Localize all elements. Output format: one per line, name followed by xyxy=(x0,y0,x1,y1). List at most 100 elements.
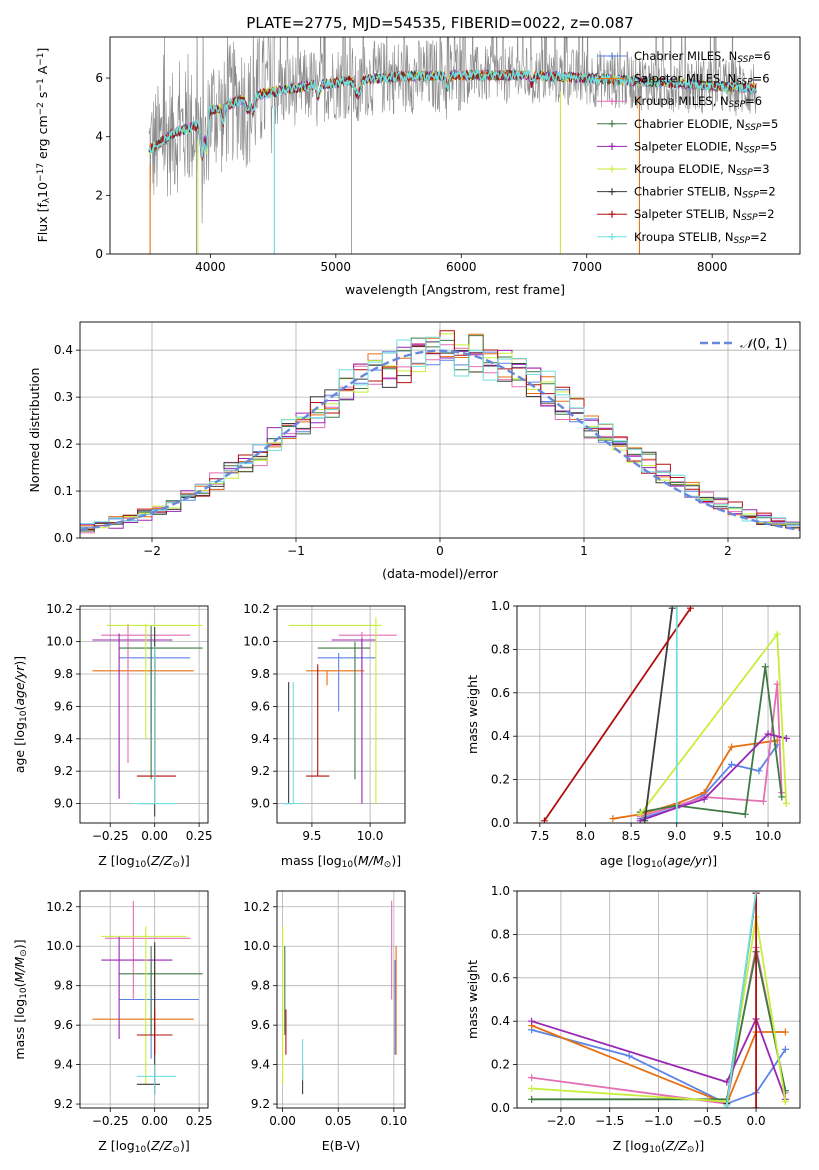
series-marker-chabrier_stelib xyxy=(668,606,676,612)
weight_vs_Z-xtick-label: −1.0 xyxy=(644,1114,673,1128)
spectrum-ytick-label: 6 xyxy=(95,71,103,85)
mass_vs_Z-ytick-label: 9.8 xyxy=(54,979,73,993)
residuals-ytick-label: 0.3 xyxy=(54,390,73,404)
age_vs_Z-ytick-label: 10.2 xyxy=(46,602,73,616)
series-marker-salpeter_elodie xyxy=(782,734,790,742)
age_vs_Z-ytick-label: 10.0 xyxy=(46,635,73,649)
residuals-ytick-label: 0.0 xyxy=(54,531,73,545)
age_vs_mass-frame xyxy=(276,605,406,824)
age_vs_mass-xtick-label: 9.5 xyxy=(302,829,321,843)
normal-curve xyxy=(80,349,800,531)
series-marker-kroupa_miles xyxy=(759,797,767,805)
weight_vs_age-xtick-label: 7.5 xyxy=(530,829,549,843)
series-marker-kroupa_stelib xyxy=(673,606,681,610)
legend-marker-chabrier_miles xyxy=(608,52,616,60)
age_vs_mass-ytick-label: 9.2 xyxy=(251,764,270,778)
series-marker-salpeter_stelib xyxy=(686,606,694,612)
weight_vs_Z-xtick-label: −0.5 xyxy=(693,1114,722,1128)
series-line-chabrier_stelib xyxy=(643,608,674,821)
weight_vs_Z-ytick-label: 1.0 xyxy=(491,884,510,898)
age_vs_Z-axes: −0.25 0.00 0.25 9.0 9.2 9.4 9.6 9.8 10.0 10.2 xyxy=(46,602,212,843)
weight_vs_age-ytick-label: 0.4 xyxy=(491,729,510,743)
legend-marker-kroupa_stelib xyxy=(608,233,616,241)
legend-marker-salpeter_stelib xyxy=(608,210,616,218)
series-marker-chabrier_miles xyxy=(781,1045,789,1053)
age_vs_Z-xtick-label: 0.00 xyxy=(141,829,168,843)
weight_vs_age-axes: 7.5 8.0 8.5 9.0 9.5 10.0 0.0 0.2 0.4 0.6 0.8 1.0 xyxy=(491,599,800,843)
age_vs_mass-ytick-label: 10.0 xyxy=(243,635,270,649)
series-marker-chabrier_elodie xyxy=(741,810,749,818)
weight_vs_age-series xyxy=(540,606,790,823)
mass_vs_Z-points xyxy=(92,900,203,1095)
residuals-xtick-label: 0 xyxy=(436,544,444,558)
spectrum-ylabel: Flux [fλ10−17 erg cm−2 s−1 A−1] xyxy=(35,48,52,243)
normal-legend-label: 𝒩(0, 1) xyxy=(740,337,787,352)
series-marker-kroupa_stelib xyxy=(752,891,760,895)
weight_vs_Z-xtick-label: 0.0 xyxy=(747,1114,766,1128)
spectrum-xtick-label: 4000 xyxy=(195,260,226,274)
legend-label-chabrier_elodie: Chabrier ELODIE, NSSP=5 xyxy=(634,117,778,133)
residuals-ytick-label: 0.4 xyxy=(54,343,73,357)
legend-marker-kroupa_elodie xyxy=(608,165,616,173)
series-marker-salpeter_elodie xyxy=(700,795,708,803)
age_vs_mass-ytick-label: 9.8 xyxy=(251,667,270,681)
series-marker-chabrier_miles xyxy=(728,760,736,768)
mass_vs_Z-axes: −0.25 0.00 0.25 9.2 9.4 9.6 9.8 10.0 10.2 xyxy=(46,891,212,1128)
age_vs_Z-xtick-label: 0.25 xyxy=(186,829,213,843)
age_vs_mass-ytick-label: 10.2 xyxy=(243,602,270,616)
age_vs_Z-xlabel: Z [log10(Z/Z⊙)] xyxy=(98,853,189,870)
weight_vs_age-xtick-label: 8.5 xyxy=(622,829,641,843)
series-line-salpeter_elodie xyxy=(531,1016,787,1100)
spectrum-legend: Chabrier MILES, NSSP=6 Salpeter MILES, NS… xyxy=(597,49,778,246)
series-marker-kroupa_stelib xyxy=(723,1102,731,1108)
weight_vs_Z-xtick-label: −1.5 xyxy=(595,1114,624,1128)
mass_vs_EBV-ytick-label: 9.4 xyxy=(251,1058,270,1072)
weight_vs_age-xtick-label: 9.5 xyxy=(713,829,732,843)
spectrum-xtick-label: 8000 xyxy=(697,260,728,274)
weight_vs_age-xtick-label: 9.0 xyxy=(667,829,686,843)
weight_vs_age-xtick-label: 8.0 xyxy=(576,829,595,843)
legend-label-salpeter_stelib: Salpeter STELIB, NSSP=2 xyxy=(634,207,775,223)
age_vs_mass-axes: 9.5 10.0 9.0 9.2 9.4 9.6 9.8 10.0 10.2 xyxy=(243,602,405,843)
weight_vs_age-xtick-label: 10.0 xyxy=(755,829,782,843)
mass_vs_EBV-ytick-label: 9.8 xyxy=(251,979,270,993)
weight_vs_Z-ytick-label: 0.6 xyxy=(491,971,510,985)
mass_vs_EBV-ytick-label: 10.0 xyxy=(243,939,270,953)
age_vs_Z-ytick-label: 9.8 xyxy=(54,667,73,681)
model-spectrum-kroupa_stelib xyxy=(148,68,757,158)
mass_vs_Z-xtick-label: 0.00 xyxy=(141,1114,168,1128)
weight_vs_Z-series xyxy=(528,891,789,1108)
residuals-axes: −2 −1 0 1 2 0.0 0.1 0.2 0.3 0.4 xyxy=(54,322,800,558)
series-marker-chabrier_elodie xyxy=(778,793,786,801)
age_vs_Z-ylabel: age [log10(age/yr)] xyxy=(12,656,29,773)
series-marker-salpeter_elodie xyxy=(528,1017,536,1025)
legend-label-salpeter_miles: Salpeter MILES, NSSP=6 xyxy=(634,72,770,88)
mass_vs_Z-ytick-label: 9.6 xyxy=(54,1018,73,1032)
mass_vs_Z-xtick-label: 0.25 xyxy=(186,1114,213,1128)
series-marker-salpeter_stelib xyxy=(752,1104,760,1108)
weight_vs_age-ytick-label: 0.6 xyxy=(491,686,510,700)
age_vs_Z-xtick-label: −0.25 xyxy=(92,829,129,843)
series-marker-salpeter_miles xyxy=(728,743,736,751)
mass_vs_Z-ytick-label: 9.2 xyxy=(54,1097,73,1111)
spectrum-xlabel: wavelength [Angstrom, rest frame] xyxy=(345,282,565,297)
mass_vs_EBV-xlabel: E(B-V) xyxy=(322,1138,361,1153)
mass_vs_EBV-points xyxy=(282,900,397,1095)
series-marker-kroupa_miles xyxy=(528,1074,536,1082)
residuals-xtick-label: −2 xyxy=(143,544,161,558)
age_vs_Z-ytick-label: 9.6 xyxy=(54,699,73,713)
legend-label-salpeter_elodie: Salpeter ELODIE, NSSP=5 xyxy=(634,139,777,155)
legend-label-kroupa_stelib: Kroupa STELIB, NSSP=2 xyxy=(634,230,767,246)
spectrum-axes: 4000 5000 6000 7000 8000 0 2 4 6 xyxy=(95,71,727,274)
mass_vs_Z-ylabel: mass [log10(M/M⊙)] xyxy=(12,939,29,1059)
age_vs_mass-ytick-label: 9.4 xyxy=(251,732,270,746)
series-marker-salpeter_miles xyxy=(781,1028,789,1036)
mass_vs_EBV-xtick-label: 0.10 xyxy=(381,1114,408,1128)
legend-label-kroupa_elodie: Kroupa ELODIE, NSSP=3 xyxy=(634,162,770,178)
series-marker-kroupa_elodie xyxy=(773,630,781,638)
mass_vs_EBV-xtick-label: 0.05 xyxy=(325,1114,352,1128)
series-line-chabrier_elodie xyxy=(531,951,787,1101)
mass_vs_Z-xtick-label: −0.25 xyxy=(92,1114,129,1128)
age_vs_mass-points xyxy=(282,617,397,805)
